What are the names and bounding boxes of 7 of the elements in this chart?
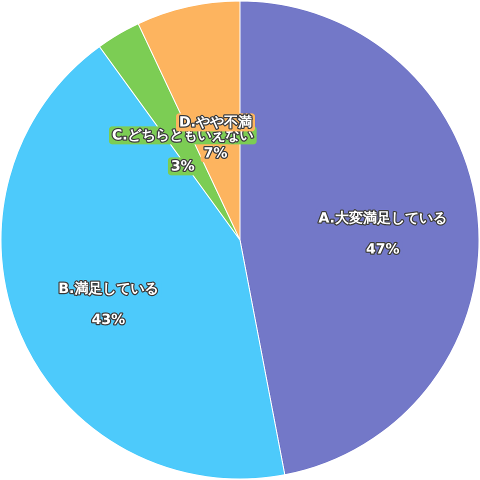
data-label: 43%: [92, 312, 126, 328]
slice-label: B.満足している: [58, 280, 158, 297]
data-label: 7%: [204, 145, 228, 162]
slice-label: D.やや不満: [179, 114, 252, 130]
data-label: 47%: [366, 242, 400, 258]
data-label: 3%: [170, 158, 195, 174]
slice-label: A.大変満足している: [318, 210, 447, 227]
